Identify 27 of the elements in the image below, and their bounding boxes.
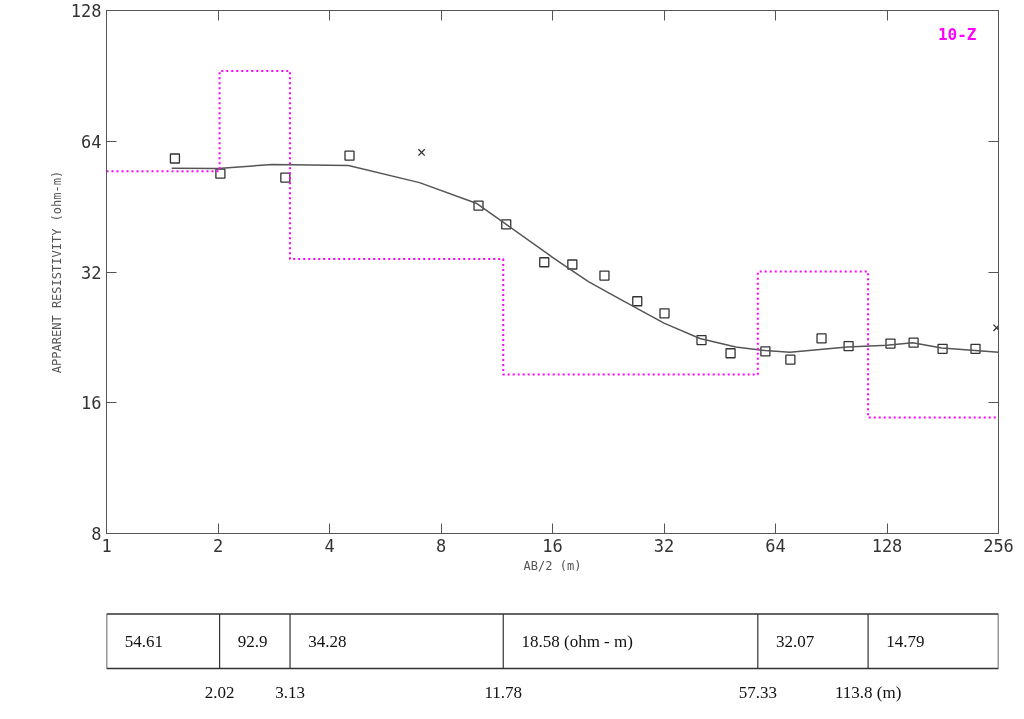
text: 10-Z — [937, 24, 977, 44]
text: 11.78 — [484, 682, 523, 702]
text: 18.58 (ohm - m) — [521, 631, 633, 651]
x-tick-label: 2 — [212, 535, 224, 556]
text: 32.07 — [776, 631, 815, 651]
x-tick-label: 32 — [653, 535, 675, 556]
text: 3.13 — [275, 682, 305, 702]
text: 92.9 — [237, 631, 268, 651]
y-tick-label: 16 — [81, 393, 102, 414]
text: 57.33 — [738, 682, 777, 702]
y-tick-label: 64 — [81, 131, 102, 152]
x-tick-label: 8 — [435, 535, 447, 556]
text: 54.61 — [124, 631, 163, 651]
text: 34.28 — [308, 631, 347, 651]
text: 113.8 (m) — [834, 682, 902, 702]
y-tick-label: 128 — [70, 1, 102, 21]
text: 14.79 — [886, 631, 925, 651]
x-tick-label: 256 — [983, 535, 1014, 556]
y-axis-title: APPARENT RESISTIVITY (ohm-m) — [49, 170, 64, 374]
x-tick-label: 64 — [765, 535, 786, 556]
text: 2.02 — [204, 682, 235, 702]
x-tick-label: 1 — [101, 535, 112, 556]
x-tick-label: 16 — [542, 535, 563, 556]
x-tick-label: 128 — [871, 535, 903, 556]
x-axis-title: AB/2 (m) — [523, 558, 582, 573]
x-tick-label: 4 — [324, 535, 335, 556]
y-tick-label: 32 — [81, 262, 102, 283]
